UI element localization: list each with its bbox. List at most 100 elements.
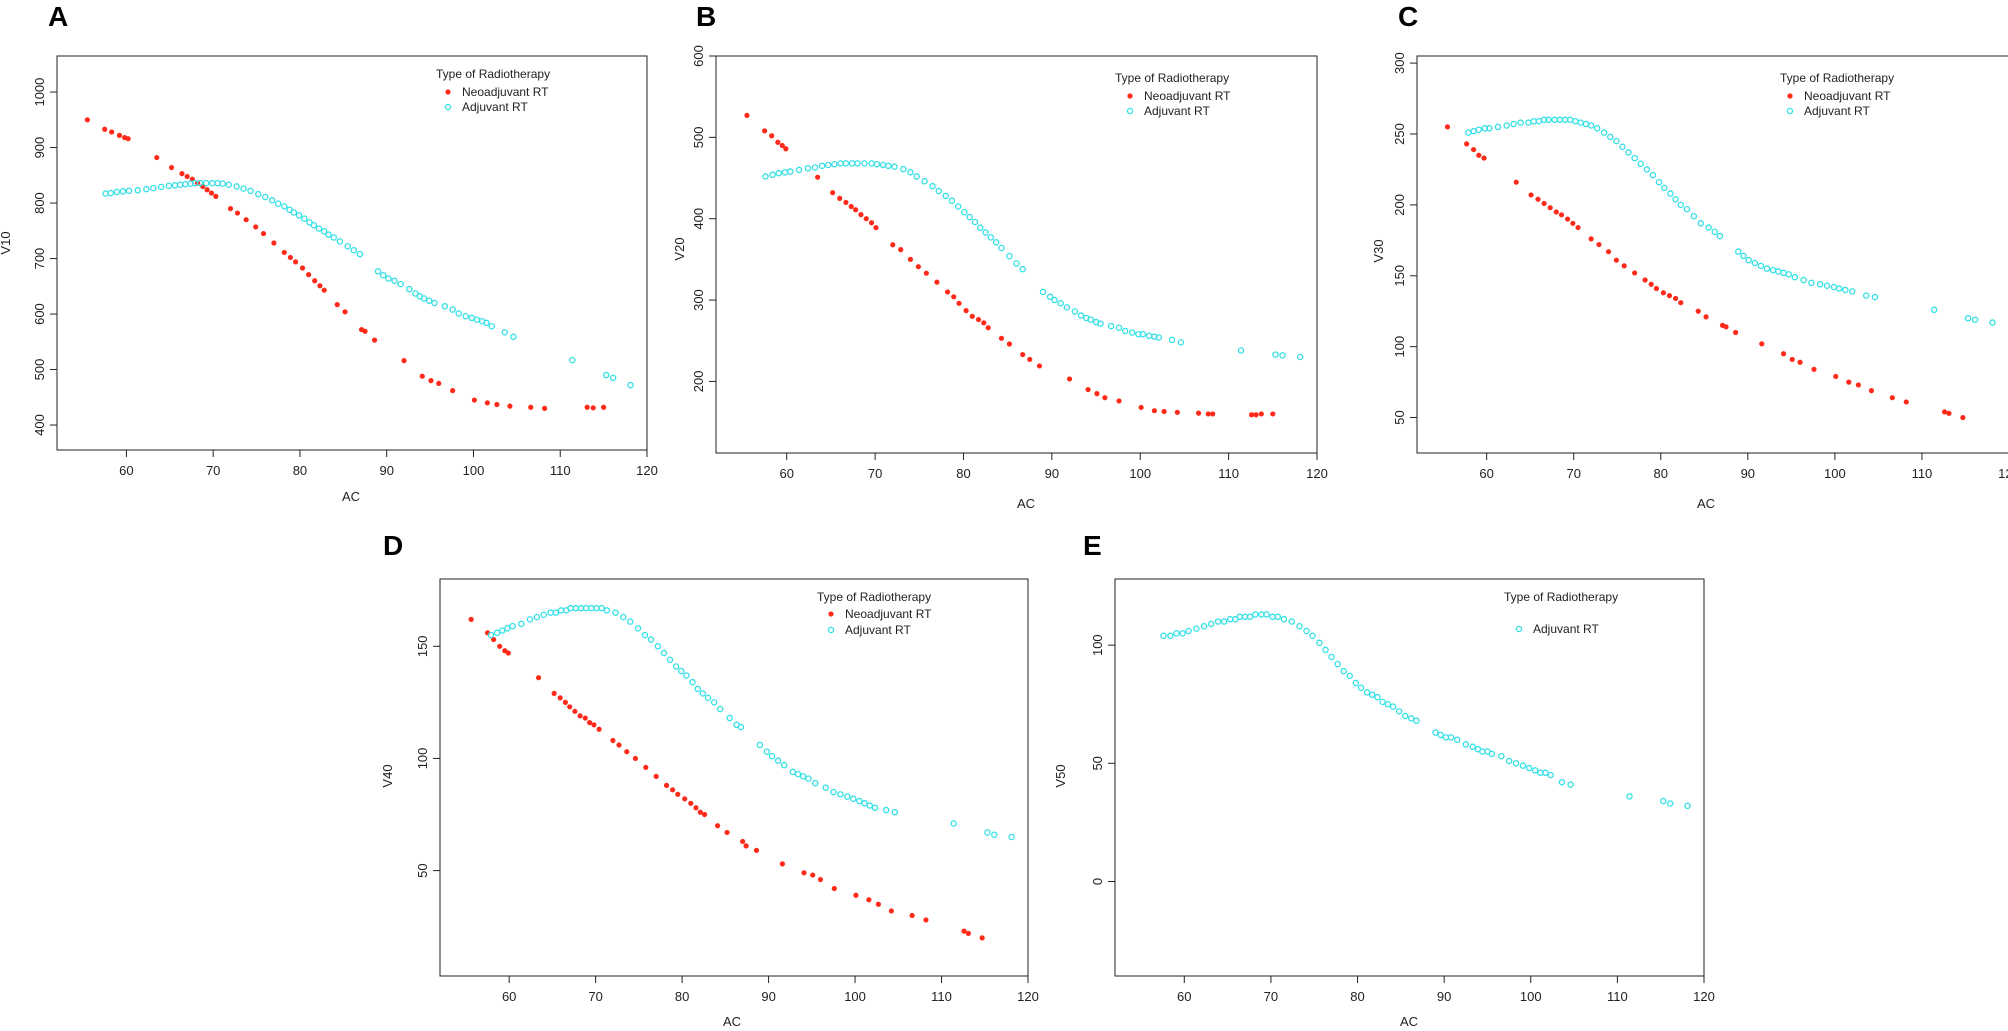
x-tick-label: 60	[119, 463, 133, 478]
data-point	[1019, 265, 1026, 273]
data-point	[473, 316, 481, 323]
data-point	[593, 604, 600, 612]
data-point	[1476, 152, 1482, 158]
x-axis-title: AC	[1400, 1014, 1418, 1029]
data-point	[675, 791, 681, 797]
data-point	[1535, 196, 1541, 202]
x-tick-label: 80	[1654, 466, 1668, 481]
data-point	[1226, 615, 1234, 623]
y-tick-label: 250	[1392, 123, 1407, 145]
data-point	[209, 179, 216, 187]
data-point	[391, 277, 398, 284]
data-point	[1401, 712, 1409, 720]
data-point	[848, 203, 854, 210]
data-point	[654, 643, 662, 650]
data-point	[261, 193, 269, 201]
data-point	[1369, 691, 1376, 699]
legend-title: Type of Radiotherapy	[817, 590, 931, 604]
data-point	[586, 719, 593, 726]
data-point	[102, 126, 108, 132]
plot-frame	[715, 55, 1318, 454]
data-point	[866, 802, 874, 809]
data-point	[535, 675, 542, 681]
data-point	[603, 607, 611, 614]
data-point	[844, 793, 851, 800]
data-point	[1703, 314, 1709, 320]
data-point	[1155, 334, 1163, 341]
legend-label: Adjuvant RT	[845, 623, 911, 637]
data-point	[1094, 391, 1100, 397]
data-point	[1551, 116, 1558, 124]
data-point	[243, 217, 249, 223]
data-point	[274, 200, 282, 207]
data-point	[1006, 252, 1013, 260]
data-point	[1745, 256, 1752, 264]
legend-marker	[827, 626, 835, 634]
data-point	[1270, 411, 1276, 417]
data-point	[1775, 268, 1782, 275]
data-point	[626, 618, 634, 625]
data-point	[1626, 793, 1633, 800]
data-point	[1789, 356, 1795, 363]
data-point	[1666, 800, 1674, 807]
data-point	[1565, 216, 1571, 222]
data-point	[1374, 693, 1381, 701]
legend-marker	[444, 103, 452, 111]
data-point	[591, 722, 597, 728]
data-point	[219, 180, 226, 187]
data-point	[805, 775, 812, 782]
x-tick-label: 90	[1437, 989, 1451, 1004]
data-point	[1413, 717, 1420, 725]
data-point	[837, 160, 844, 167]
data-point	[1437, 731, 1444, 739]
data-point	[971, 218, 979, 226]
data-point	[1008, 833, 1015, 841]
data-point	[1253, 412, 1259, 418]
data-point	[336, 238, 344, 245]
data-point	[1570, 220, 1576, 226]
data-point	[779, 142, 785, 149]
data-point	[694, 685, 701, 693]
data-point	[1642, 277, 1648, 283]
data-point	[491, 636, 497, 643]
data-point	[179, 171, 185, 177]
legend-label: Neoadjuvant RT	[845, 607, 932, 621]
data-point	[753, 847, 760, 853]
data-point	[861, 800, 868, 807]
data-point	[1849, 288, 1856, 295]
data-point	[1168, 336, 1176, 344]
data-point	[397, 280, 404, 288]
data-point	[830, 788, 837, 796]
data-point	[1462, 741, 1470, 748]
data-point	[1660, 184, 1668, 192]
data-point	[1241, 613, 1249, 621]
data-point	[1637, 160, 1644, 168]
data-point	[647, 636, 655, 643]
data-point	[1631, 154, 1638, 162]
data-point	[501, 329, 508, 336]
data-point	[295, 212, 303, 219]
data-point	[1138, 404, 1144, 411]
data-point	[1263, 611, 1270, 618]
x-tick-label: 120	[1998, 466, 2008, 481]
series-adjuvant-rt	[1465, 116, 1996, 326]
data-point	[1252, 611, 1259, 618]
data-point	[247, 187, 254, 195]
data-point	[612, 609, 619, 616]
data-point	[704, 694, 712, 702]
legend-title: Type of Radiotherapy	[1780, 71, 1894, 85]
y-tick-label: 50	[1392, 410, 1407, 424]
data-point	[187, 180, 194, 187]
panel-d: D 60 70 80 90 100 110 120 50 100 150 AC V40 Type of R…	[380, 530, 1039, 1029]
panel-label: D	[383, 530, 403, 561]
y-axis-title: V50	[1053, 764, 1068, 787]
data-point	[1716, 232, 1724, 240]
data-point	[1494, 123, 1502, 131]
data-point	[1258, 411, 1264, 417]
data-point	[666, 656, 674, 663]
data-point	[1334, 660, 1341, 668]
x-tick-label: 120	[636, 463, 658, 478]
y-tick-label: 50	[1090, 756, 1105, 770]
data-point	[714, 823, 721, 829]
data-point	[484, 400, 490, 406]
